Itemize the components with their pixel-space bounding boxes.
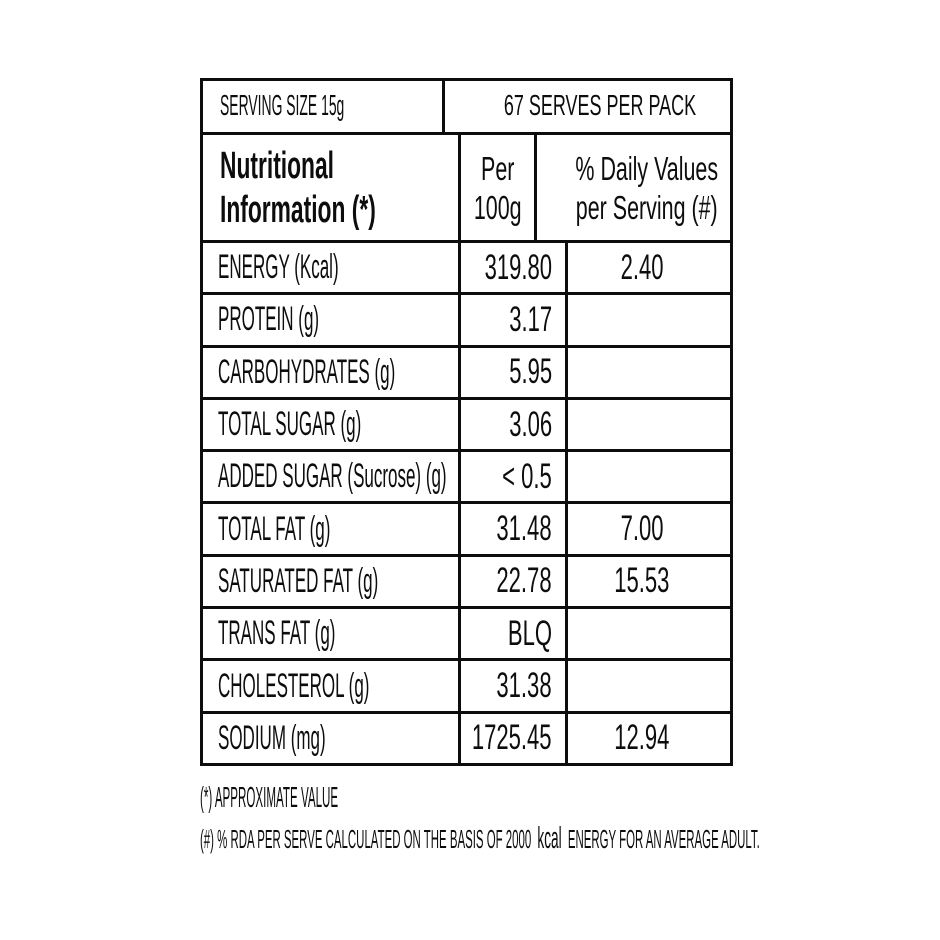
nutrient-label-cell: SATURATED FAT (g) (203, 557, 458, 606)
table-row: ADDED SUGAR (Sucrose) (g) < 0.5 (203, 452, 730, 505)
per-100g-cell: 5.95 (458, 347, 565, 397)
daily-value-cell (565, 452, 730, 502)
header-per-100g-cell: Per 100g (458, 135, 534, 240)
footnote-approximate-value: (*) APPROXIMATE VALUE (200, 784, 545, 813)
per-100g-value: 22.78 (496, 561, 552, 601)
nutrient-label: CHOLESTEROL (g) (218, 666, 370, 705)
serving-size-cell: SERVING SIZE 15g (203, 81, 442, 132)
daily-value-cell (565, 399, 730, 450)
table-row: TOTAL FAT (g) 31.48 7.00 (203, 504, 730, 557)
per-100g-value: 31.38 (496, 666, 552, 706)
header-per-100g: Per 100g (473, 149, 522, 226)
footnote-2-kcal: kcal (537, 820, 562, 855)
per-100g-value: 3.06 (509, 404, 552, 444)
nutrient-label: TRANS FAT (g) (218, 614, 336, 653)
nutrient-label-cell: CHOLESTEROL (g) (203, 661, 458, 710)
table-row: PROTEIN (g) 3.17 (203, 295, 730, 348)
header-daily-values: % Daily Values per Serving (#) (575, 149, 719, 226)
per-100g-cell: 22.78 (458, 556, 565, 607)
table-row: ENERGY (Kcal) 319.80 2.40 (203, 243, 730, 296)
nutrient-label: SATURATED FAT (g) (218, 561, 379, 600)
table-row: CHOLESTEROL (g) 31.38 (203, 661, 730, 714)
footnote-rda: (#) % RDA PER SERVE CALCULATED ON THE BA… (200, 821, 940, 856)
serves-per-pack-cell: 67 SERVES PER PACK (442, 81, 755, 132)
per-100g-cell: < 0.5 (458, 452, 565, 502)
daily-value-cell (565, 661, 730, 711)
nutrient-label: ENERGY (Kcal) (218, 248, 339, 287)
per-100g-cell: 3.06 (458, 399, 565, 450)
daily-value-cell (565, 609, 730, 659)
daily-value-cell: 15.53 (565, 556, 730, 607)
per-100g-cell: 1725.45 (458, 713, 565, 763)
nutrient-label-cell: ENERGY (Kcal) (203, 243, 458, 292)
daily-value: 15.53 (614, 561, 670, 601)
header-row: Nutritional Information (*) Per 100g % D… (203, 135, 730, 243)
footnote-1-text: (*) APPROXIMATE VALUE (200, 782, 339, 814)
nutrient-label: TOTAL SUGAR (g) (218, 405, 362, 444)
header-title-cell: Nutritional Information (*) (203, 135, 458, 240)
per-100g-cell: 31.38 (458, 661, 565, 711)
per-100g-value: < 0.5 (502, 456, 552, 496)
nutrient-label: ADDED SUGAR (Sucrose) (g) (218, 457, 447, 496)
table-row: TOTAL SUGAR (g) 3.06 (203, 399, 730, 453)
nutrient-label-cell: SODIUM (mg) (203, 714, 458, 763)
table-row: CARBOHYDRATES (g) 5.95 (203, 347, 730, 400)
nutrient-label-cell: ADDED SUGAR (Sucrose) (g) (203, 452, 458, 501)
nutrient-label-cell: TOTAL SUGAR (g) (203, 400, 458, 449)
nutrient-label-cell: PROTEIN (g) (203, 295, 458, 344)
daily-value: 12.94 (614, 718, 670, 758)
footnote-2-prefix: (#) % RDA PER SERVE CALCULATED ON THE BA… (200, 824, 532, 854)
per-100g-value: 319.80 (484, 247, 552, 287)
daily-value-cell (565, 295, 730, 345)
footnote-2-text: (#) % RDA PER SERVE CALCULATED ON THE BA… (200, 821, 760, 856)
per-100g-value: 31.48 (496, 509, 552, 549)
per-100g-value: BLQ (507, 613, 552, 653)
serving-size-text: SERVING SIZE 15g (220, 90, 345, 122)
nutrition-table: SERVING SIZE 15g 67 SERVES PER PACK Nutr… (200, 78, 733, 766)
serves-per-pack-text: 67 SERVES PER PACK (503, 90, 697, 122)
daily-value-cell: 7.00 (565, 504, 730, 554)
header-daily-values-cell: % Daily Values per Serving (#) (534, 135, 770, 240)
per-100g-value: 1725.45 (472, 718, 552, 758)
per-100g-cell: 3.17 (458, 295, 565, 345)
nutrient-label-cell: CARBOHYDRATES (g) (203, 348, 458, 397)
nutrient-label-cell: TOTAL FAT (g) (203, 504, 458, 553)
per-100g-value: 3.17 (509, 299, 552, 339)
nutrient-label-cell: TRANS FAT (g) (203, 609, 458, 658)
per-100g-cell: BLQ (458, 609, 565, 659)
nutrient-label: TOTAL FAT (g) (218, 509, 331, 548)
daily-value: 7.00 (620, 509, 664, 549)
table-row: TRANS FAT (g) BLQ (203, 609, 730, 662)
banner-row: SERVING SIZE 15g 67 SERVES PER PACK (203, 81, 730, 135)
per-100g-cell: 31.48 (458, 504, 565, 554)
daily-value: 2.40 (620, 247, 664, 287)
nutrient-label: CARBOHYDRATES (g) (218, 352, 396, 391)
table-row: SATURATED FAT (g) 22.78 15.53 (203, 556, 730, 610)
per-100g-value: 5.95 (509, 352, 552, 392)
per-100g-cell: 319.80 (458, 243, 565, 293)
footnote-2-suffix: ENERGY FOR AN AVERAGE ADULT. (567, 824, 760, 854)
header-title: Nutritional Information (*) (220, 144, 376, 231)
daily-value-cell: 2.40 (565, 243, 730, 293)
daily-value-cell (565, 347, 730, 397)
nutrient-label: SODIUM (mg) (218, 718, 326, 757)
table-row: SODIUM (mg) 1725.45 12.94 (203, 713, 730, 763)
daily-value-cell: 12.94 (565, 713, 730, 763)
nutrient-label: PROTEIN (g) (218, 300, 320, 339)
